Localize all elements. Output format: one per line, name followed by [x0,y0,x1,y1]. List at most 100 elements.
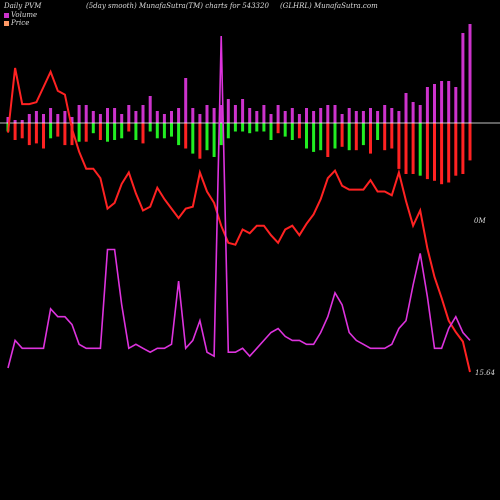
pvm-bar-up [369,108,372,123]
pvm-bar-up [226,99,230,123]
pvm-bar-down [404,123,408,174]
legend-price-swatch [4,20,9,26]
pvm-bar-down [312,123,316,152]
pvm-bar-up [56,114,60,123]
pvm-bar-down [106,123,109,142]
pvm-bar-up [404,93,408,123]
pvm-bar-down [411,123,415,174]
pvm-bar-up [219,105,223,123]
pvm-bar-up [255,111,259,123]
pvm-bar-up [191,108,195,123]
pvm-bar-down [248,123,252,134]
pvm-bar-up [340,114,344,123]
pvm-bar-down [233,123,237,132]
pvm-bar-down [347,123,351,151]
pvm-bar-down [49,123,53,139]
pvm-bar-up [290,108,294,123]
pvm-bar-up [42,114,45,123]
pvm-bar-up [177,108,181,123]
pvm-bar-up [212,108,216,123]
pvm-bar-down [390,123,394,149]
pvm-bar-down [461,123,465,174]
pvm-bar-up [333,105,337,123]
pvm-bar-down [198,123,202,159]
pvm-bar-up [376,111,380,123]
pvm-bar-up [390,108,394,123]
pvm-bar-down [418,123,422,176]
pvm-bar-down [354,123,358,151]
pvm-bar-down [319,123,323,151]
pvm-bar-up [84,105,88,123]
pvm-bar-down [13,123,17,140]
pvm-bar-up [34,111,38,123]
legend-price: Price [4,19,29,27]
pvm-bar-down [241,123,245,132]
pvm-bar-up [312,111,316,123]
pvm-bar-up [418,105,422,123]
pvm-bar-down [127,123,131,132]
pvm-bar-down [440,123,444,185]
pvm-bar-down [269,123,273,140]
pvm-bar-up [440,81,444,123]
pvm-bar-down [276,123,280,134]
pvm-bar-up [233,105,237,123]
pvm-bar-up [269,114,273,123]
pvm-bar-down [34,123,38,144]
pvm-bar-down [27,123,31,146]
pvm-bar-up [433,84,436,123]
pvm-bar-down [98,123,102,140]
pvm-bar-down [141,123,145,144]
pvm-bar-up [326,105,330,123]
pvm-bar-down [120,123,124,139]
zero-label: 0M [474,217,486,225]
pvm-bar-down [454,123,458,176]
pvm-bar-down [433,123,436,181]
pvm-bar-down [397,123,401,169]
pvm-bar-down [219,123,223,146]
pvm-bar-up [155,111,159,123]
legend-volume-swatch [4,12,9,18]
pvm-bar-down [63,123,67,146]
pvm-bar-up [262,105,266,123]
pvm-bar-up [468,24,472,123]
legend-volume: Volume [4,11,37,19]
pvm-bar-up [134,111,138,123]
pvm-bar-up [283,111,287,123]
chart-title-mid: (5day smooth) MunafaSutra(TM) charts for… [86,2,269,10]
pvm-bar-up [13,120,17,123]
pvm-bar-up [113,108,117,123]
chart-title-left: Daily PVM [4,2,42,10]
pvm-bar-up [383,105,387,123]
pvm-bar-down [134,123,138,140]
pvm-bar-up [205,105,209,123]
pvm-bar-down [84,123,88,142]
pvm-bar-down [376,123,380,140]
pvm-bar-down [56,123,60,137]
pvm-bar-up [425,87,429,123]
pvm-bar-up [20,120,24,123]
pvm-bar-down [148,123,152,132]
pvm-bar-down [212,123,216,157]
pvm-bar-down [283,123,287,137]
pvm-bar-up [170,111,173,123]
pvm-bar-up [141,105,145,123]
pvm-bar-down [184,123,188,149]
legend-volume-label: Volume [11,11,38,19]
pvm-bar-up [361,111,365,123]
pvm-bar-up [120,114,124,123]
pvm-bar-down [205,123,209,151]
pvm-bar-down [170,123,173,137]
pvm-bar-up [411,102,415,123]
pvm-bar-down [447,123,451,183]
pvm-bar-up [454,87,458,123]
pvm-bar-up [6,117,10,123]
pvm-bar-down [70,123,74,146]
pvm-bar-up [461,33,465,123]
pvm-bar-down [177,123,181,146]
pvm-bar-up [248,108,252,123]
pvm-bar-up [77,105,81,123]
pvm-bar-up [319,108,323,123]
pvm-bar-down [262,123,266,132]
pvm-bar-down [113,123,117,140]
